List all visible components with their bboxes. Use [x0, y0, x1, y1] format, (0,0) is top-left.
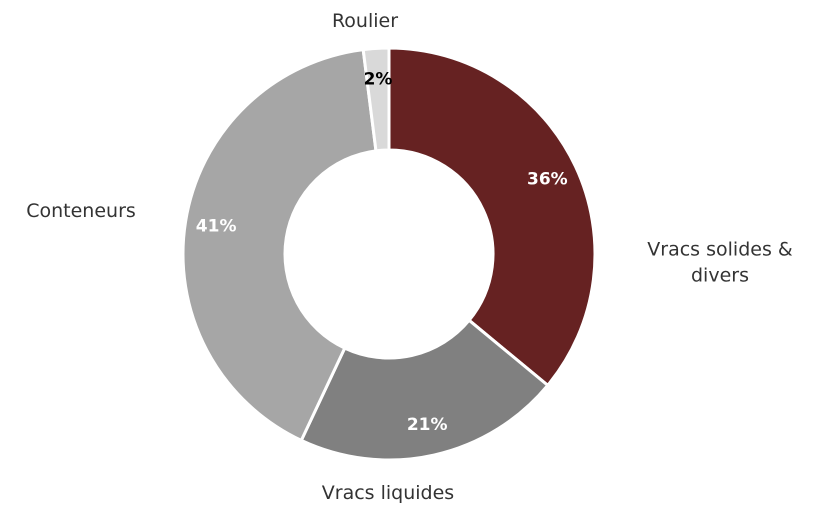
value-label: 2% [364, 69, 393, 89]
donut-slice [361, 46, 391, 153]
category-label: Vracs liquides [321, 482, 455, 505]
value-label: 21% [407, 415, 448, 435]
donut-slice [387, 46, 597, 388]
category-label: Roulier [331, 10, 399, 33]
value-label: 41% [196, 217, 237, 237]
donut-slice [299, 318, 550, 462]
category-label: Vracs solides & divers [647, 238, 793, 286]
value-label: 36% [527, 169, 568, 189]
donut-slice [181, 47, 378, 443]
category-label: Conteneurs [26, 200, 136, 223]
